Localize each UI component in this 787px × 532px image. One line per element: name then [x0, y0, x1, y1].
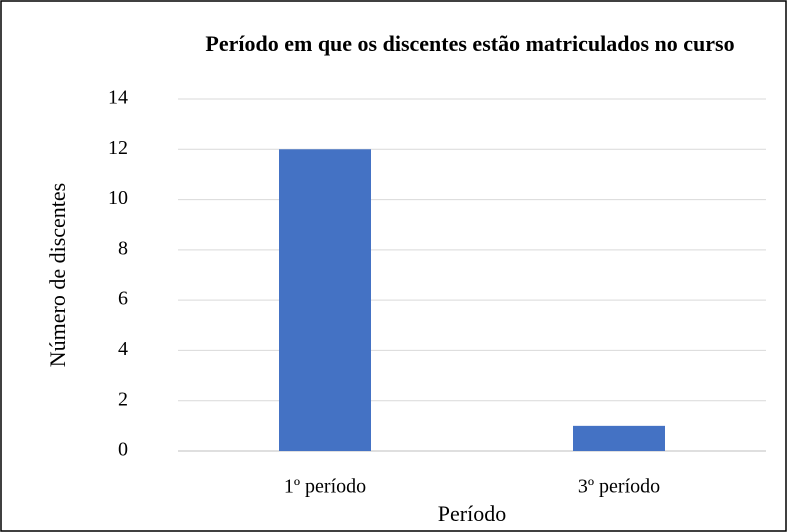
y-tick-label: 6: [118, 288, 128, 310]
y-tick-label: 14: [108, 87, 128, 109]
y-tick-label: 12: [108, 137, 128, 159]
x-tick-label: 1º período: [284, 476, 366, 498]
x-tick-label: 3º período: [578, 476, 660, 498]
y-tick-label: 4: [118, 338, 128, 360]
y-tick-label: 2: [118, 388, 128, 410]
bar: [279, 149, 371, 452]
y-tick-label: 10: [108, 187, 128, 209]
y-tick-label: 8: [118, 237, 128, 259]
y-tick-label: 0: [118, 439, 128, 461]
chart-title: Período em que os discentes estão matric…: [205, 31, 735, 56]
y-axis-label: Número de discentes: [45, 183, 70, 368]
x-axis-label: Período: [438, 501, 506, 526]
bar: [573, 425, 665, 451]
